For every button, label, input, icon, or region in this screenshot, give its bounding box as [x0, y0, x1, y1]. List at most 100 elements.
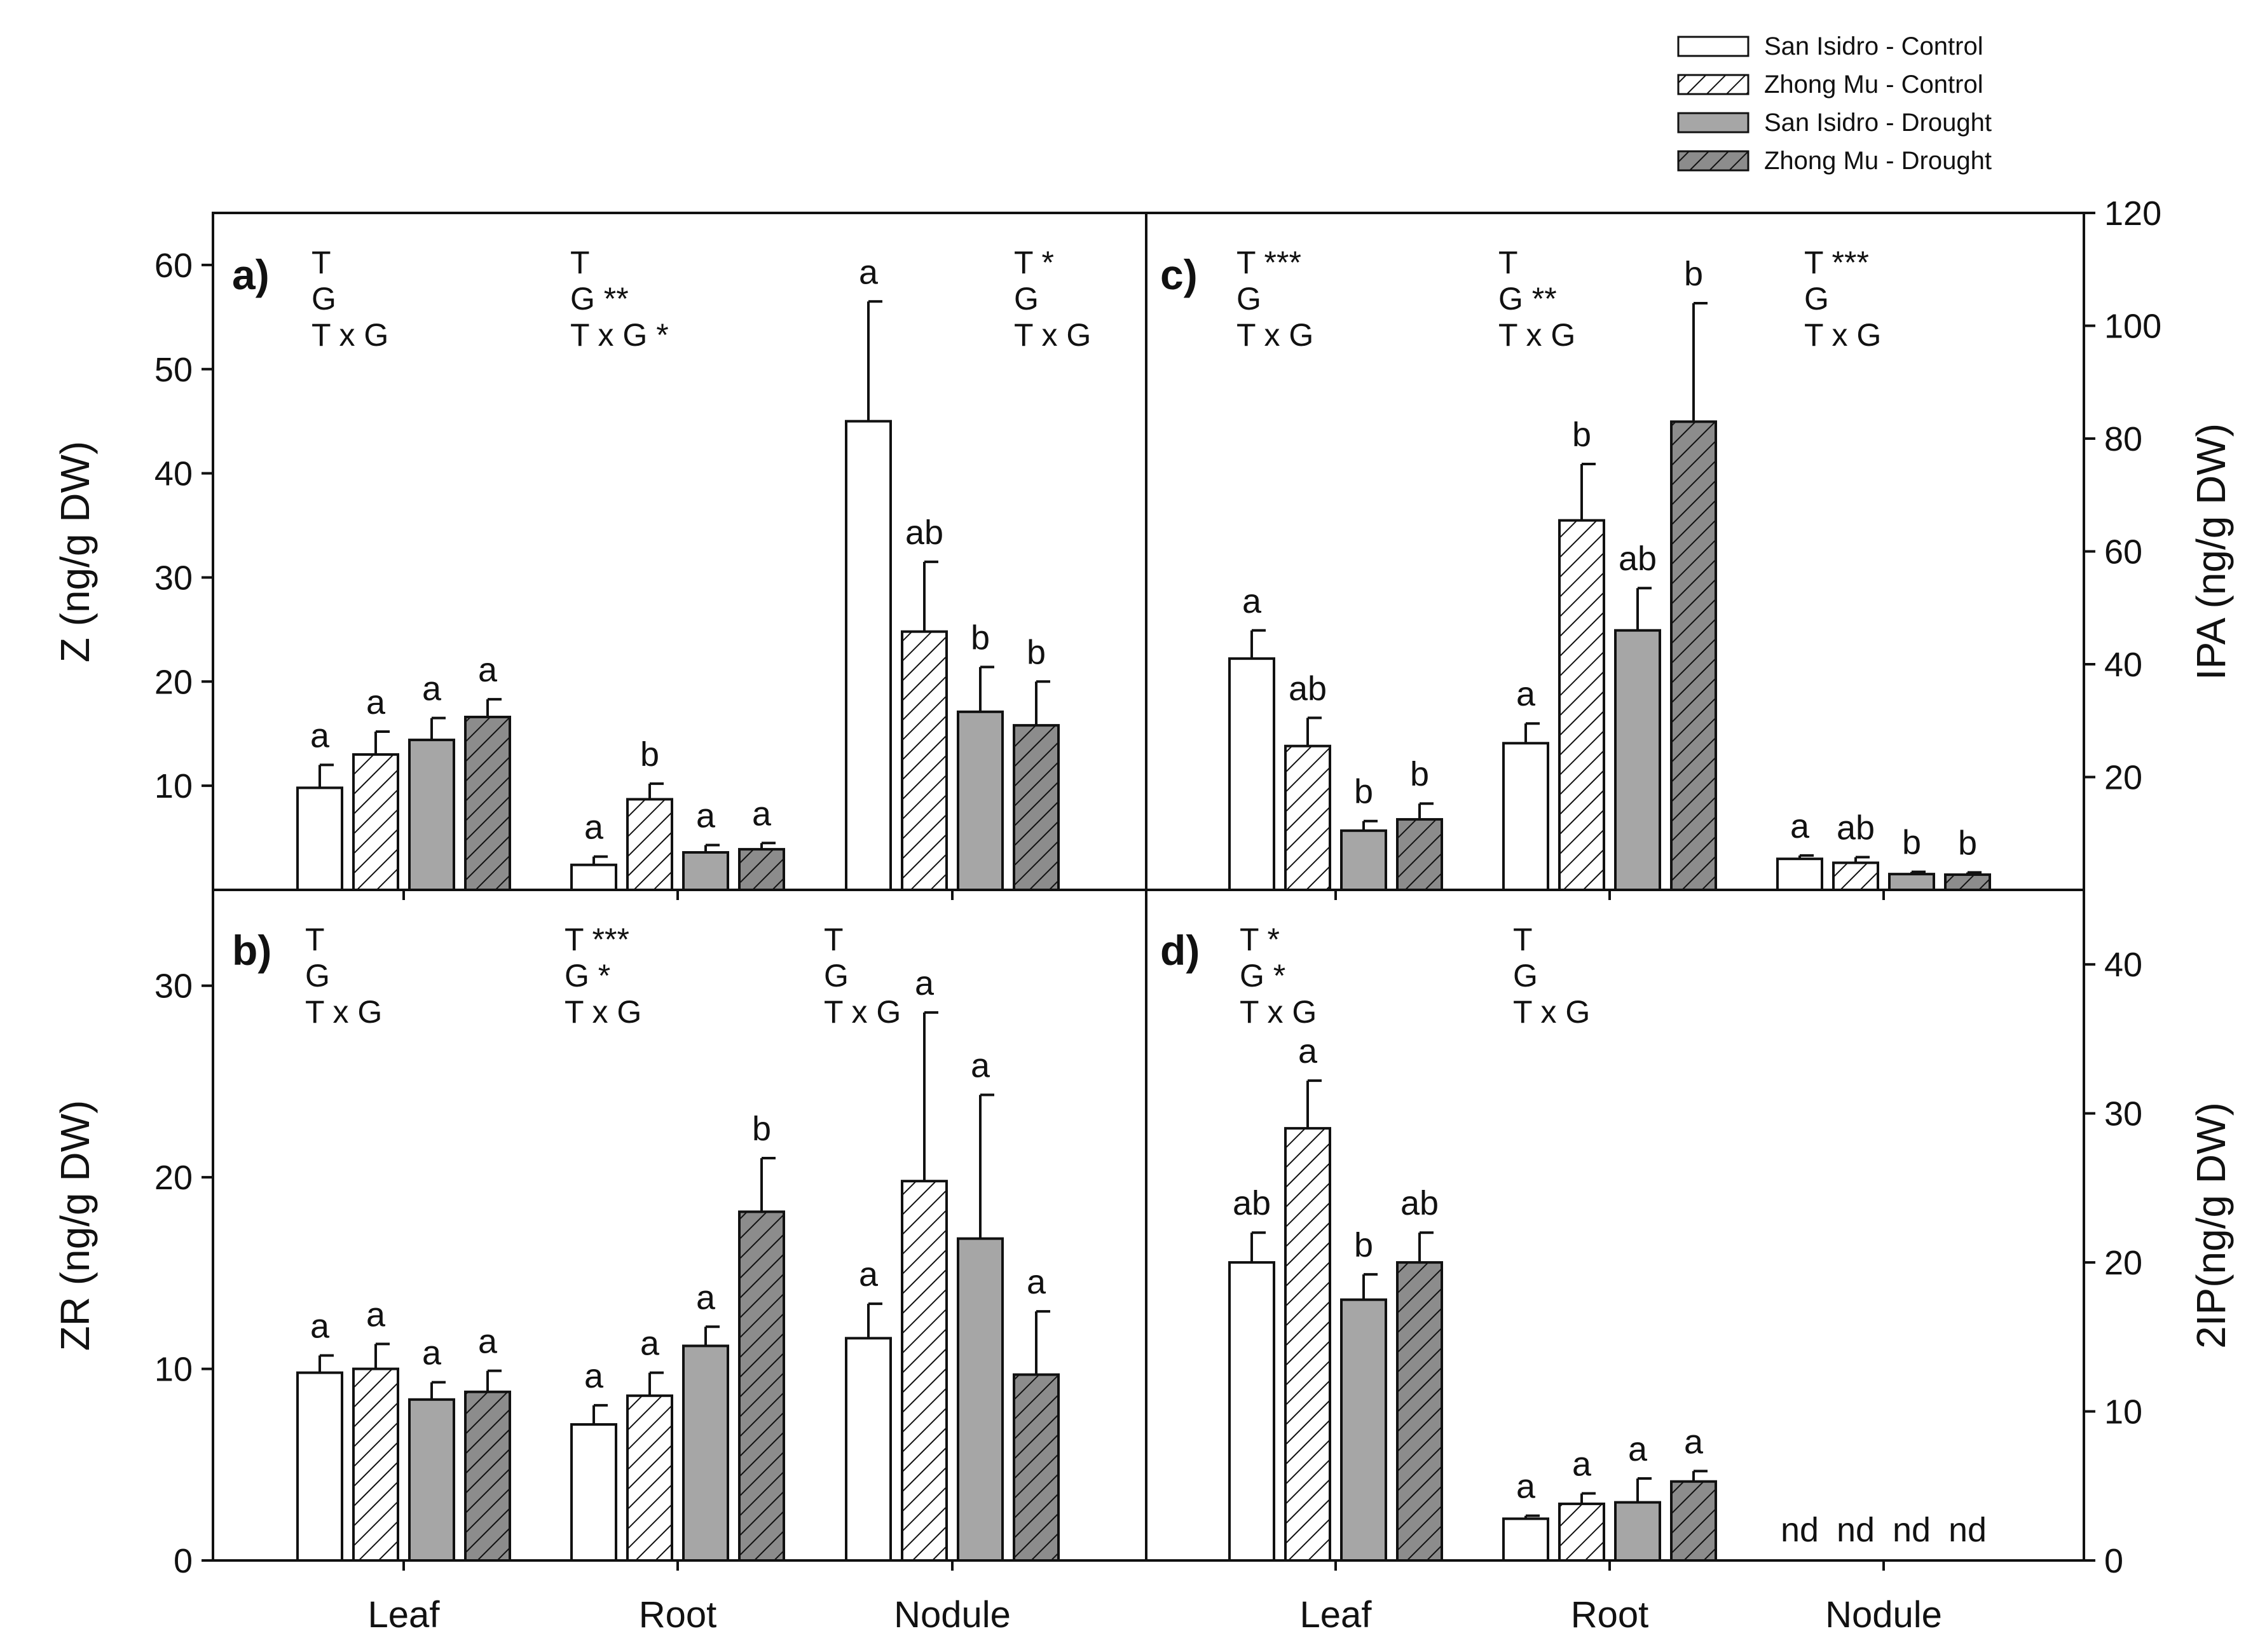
- significance-letter: b: [1684, 255, 1703, 293]
- y-tick-label-a: 10: [154, 767, 193, 805]
- bar-c-root-0: [1502, 742, 1549, 891]
- significance-letter: a: [422, 670, 442, 708]
- significance-letter: a: [971, 1047, 990, 1085]
- legend-swatch-zhong-mu-drought: [1677, 150, 1750, 172]
- stat-annotation: G: [1236, 281, 1261, 317]
- significance-letter: a: [696, 1278, 716, 1316]
- stat-annotation: T x G: [1498, 317, 1575, 353]
- panel-label-d: d): [1160, 927, 1200, 974]
- stat-annotation: G *: [565, 958, 610, 993]
- bar-b-root-2: [682, 1344, 729, 1562]
- bar-d-leaf-0: [1228, 1261, 1275, 1562]
- y-axis-label-b: ZR (ng/g DW): [52, 1100, 98, 1351]
- legend-item: San Isidro - Drought: [1677, 109, 1992, 137]
- bar-d-root-0: [1502, 1517, 1549, 1562]
- y-tick-label-d: 0: [2104, 1542, 2123, 1580]
- y-tick-label-b: 20: [154, 1159, 193, 1197]
- stat-annotation: G: [1804, 281, 1829, 317]
- bar-a-root-1: [626, 798, 673, 892]
- stat-annotation: T x G: [1513, 994, 1590, 1030]
- significance-letter: a: [1027, 1263, 1046, 1301]
- significance-letter: a: [1684, 1423, 1704, 1461]
- x-category-nodule-right: Nodule: [1825, 1594, 1942, 1635]
- stat-annotation: T: [1498, 245, 1518, 280]
- bar-d-leaf-3: [1396, 1261, 1443, 1562]
- bar-c-nodule-2: [1888, 873, 1935, 892]
- y-tick-label-c: 20: [2104, 759, 2142, 797]
- bar-a-leaf-1: [352, 753, 399, 891]
- y-tick-label-b: 0: [174, 1542, 193, 1580]
- stat-annotation: T x G *: [570, 317, 669, 353]
- y-tick-label-c: 120: [2104, 195, 2161, 233]
- bar-c-leaf-2: [1340, 829, 1387, 891]
- significance-letter: a: [696, 797, 716, 835]
- bar-c-leaf-1: [1284, 744, 1331, 891]
- x-category-root-right: Root: [1571, 1594, 1649, 1635]
- y-tick-label-b: 30: [154, 967, 193, 1006]
- stat-annotation: T x G: [312, 317, 388, 353]
- legend-item: San Isidro - Control: [1677, 32, 1983, 60]
- bar-d-leaf-1: [1284, 1127, 1331, 1562]
- y-tick-label-c: 40: [2104, 646, 2142, 684]
- y-tick-label-a: 20: [154, 663, 193, 701]
- legend-item: Zhong Mu - Drought: [1677, 147, 1992, 175]
- legend-swatch-san-isidro-drought: [1677, 112, 1750, 133]
- stat-annotation: G: [824, 958, 849, 993]
- significance-letter: a: [584, 1357, 604, 1395]
- stat-annotation: T x G: [824, 994, 901, 1030]
- y-tick-label-a: 30: [154, 559, 193, 597]
- legend-swatch-san-isidro-control: [1677, 36, 1750, 57]
- x-category-leaf-right: Leaf: [1300, 1594, 1373, 1635]
- stat-annotation: T: [824, 922, 844, 957]
- bar-c-root-3: [1670, 420, 1717, 891]
- significance-letter: ab: [1233, 1184, 1271, 1222]
- y-axis-label-a: Z (ng/g DW): [52, 441, 98, 662]
- panel-label-b: b): [232, 927, 271, 974]
- bar-b-nodule-1: [901, 1180, 948, 1562]
- x-category-root-left: Root: [639, 1594, 717, 1635]
- stat-annotation: T ***: [1804, 245, 1869, 280]
- legend-swatch-zhong-mu-control: [1677, 74, 1750, 95]
- y-tick-label-a: 60: [154, 247, 193, 285]
- bar-a-leaf-0: [296, 786, 343, 892]
- significance-letter: b: [1027, 633, 1046, 671]
- bar-a-root-3: [738, 848, 785, 891]
- bar-c-nodule-3: [1944, 873, 1991, 891]
- panel-label-c: c): [1160, 251, 1198, 298]
- y-axis-label-d: 2IP(ng/g DW): [2188, 1102, 2234, 1349]
- significance-letter: a: [752, 795, 772, 833]
- y-tick-label-a: 50: [154, 351, 193, 389]
- stat-annotation: T ***: [1236, 245, 1301, 280]
- significance-letter: a: [310, 716, 330, 754]
- x-category-nodule-left: Nodule: [894, 1594, 1011, 1635]
- y-tick-label-c: 60: [2104, 533, 2142, 571]
- stat-annotation: G: [1513, 958, 1538, 993]
- significance-letter: a: [859, 1255, 879, 1294]
- significance-letter: a: [310, 1307, 330, 1345]
- stat-annotation: T *: [1014, 245, 1054, 280]
- legend-label: San Isidro - Drought: [1764, 109, 1992, 137]
- bar-c-root-2: [1614, 629, 1661, 891]
- stat-annotation: G *: [1240, 958, 1285, 993]
- bar-b-leaf-3: [464, 1390, 511, 1562]
- significance-letter: b: [1354, 773, 1373, 811]
- significance-letter: a: [1790, 807, 1810, 845]
- stat-annotation: T: [312, 245, 331, 280]
- bar-b-nodule-2: [957, 1237, 1004, 1562]
- stat-annotation: T x G: [1014, 317, 1091, 353]
- stat-annotation: T *: [1240, 922, 1280, 957]
- significance-letter: ab: [1400, 1184, 1439, 1222]
- y-tick-label-c: 80: [2104, 420, 2142, 458]
- stat-annotation: T x G: [305, 994, 382, 1030]
- significance-letter: a: [1516, 675, 1536, 713]
- bar-b-leaf-0: [296, 1371, 343, 1562]
- significance-letter: a: [478, 651, 498, 689]
- significance-letter: a: [859, 253, 879, 291]
- significance-letter: a: [1572, 1445, 1592, 1484]
- bar-d-root-2: [1614, 1501, 1661, 1562]
- legend: San Isidro - Control Zhong Mu - Control …: [1677, 32, 1992, 175]
- bar-d-root-1: [1558, 1502, 1605, 1562]
- significance-letter: a: [1628, 1430, 1648, 1468]
- significance-letter: b: [640, 735, 659, 774]
